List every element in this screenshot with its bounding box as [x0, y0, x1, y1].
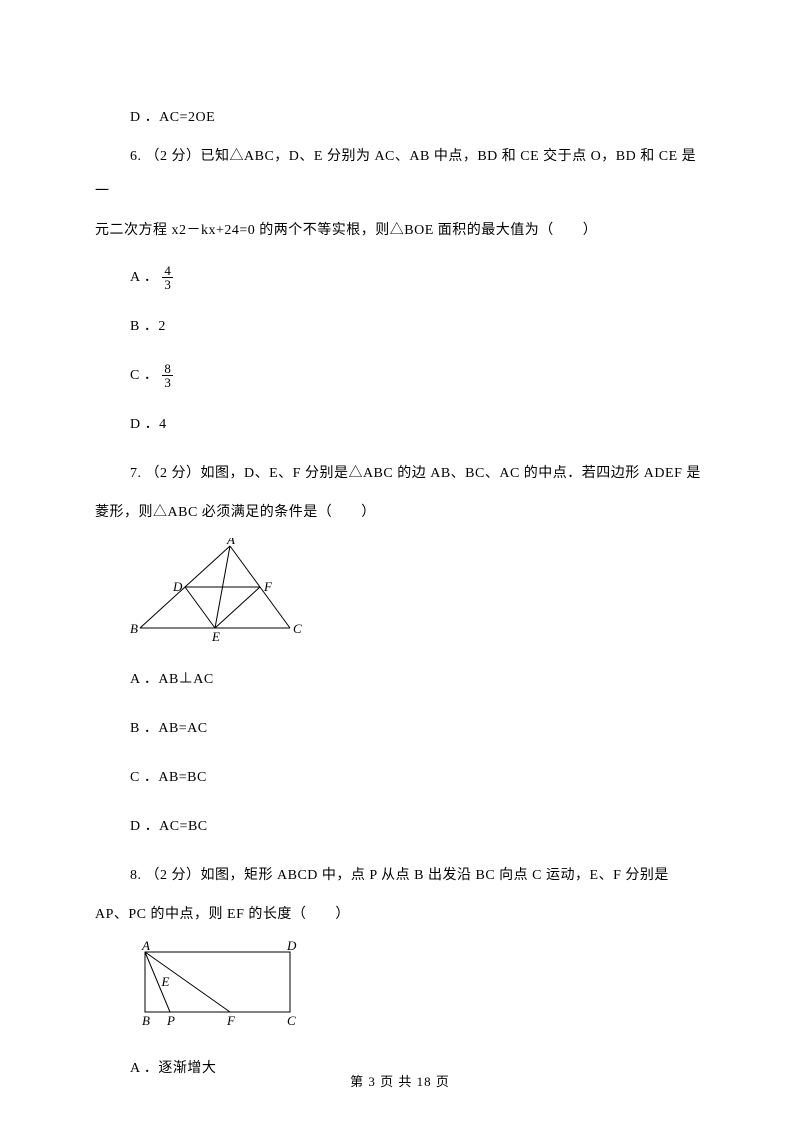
- q7-option-c: C ．AB=BC: [95, 760, 705, 795]
- fraction-den: 3: [162, 278, 173, 291]
- svg-text:C: C: [293, 621, 302, 636]
- fraction-den: 3: [162, 376, 173, 389]
- fraction-num: 8: [162, 362, 173, 376]
- q7-option-d: D ．AC=BC: [95, 809, 705, 844]
- q7-stem-line1: 7. （2 分）如图，D、E、F 分别是△ABC 的边 AB、BC、AC 的中点…: [95, 456, 705, 491]
- q6-stem-line2: 元二次方程 x2－kx+24=0 的两个不等实根，则△BOE 面积的最大值为（ …: [95, 213, 705, 248]
- q6-option-a: A ． 4 3: [130, 260, 705, 295]
- fraction-num: 4: [162, 264, 173, 278]
- svg-text:A: A: [141, 940, 150, 953]
- q6-option-d: D ．4: [95, 407, 705, 442]
- page: D ．AC=2OE 6. （2 分）已知△ABC，D、E 分别为 AC、AB 中…: [0, 0, 800, 1132]
- q6-option-b: B ．2: [95, 309, 705, 344]
- q7-stem-line2: 菱形，则△ABC 必须满足的条件是（ ）: [95, 495, 705, 530]
- q6-stem-line1: 6. （2 分）已知△ABC，D、E 分别为 AC、AB 中点，BD 和 CE …: [95, 139, 705, 209]
- q5-option-d: D ．AC=2OE: [95, 100, 705, 135]
- triangle-svg: A B C D E F: [130, 538, 310, 643]
- svg-text:B: B: [130, 621, 138, 636]
- svg-text:E: E: [211, 629, 220, 643]
- svg-text:F: F: [226, 1013, 236, 1028]
- q7-option-a: A ．AB⊥AC: [95, 662, 705, 697]
- q8-stem-line1: 8. （2 分）如图，矩形 ABCD 中，点 P 从点 B 出发沿 BC 向点 …: [95, 858, 705, 893]
- q6-option-c: C ． 8 3: [130, 358, 705, 393]
- svg-text:A: A: [226, 538, 235, 547]
- svg-text:D: D: [172, 579, 183, 594]
- q7-triangle-diagram: A B C D E F: [130, 538, 705, 648]
- q6-option-c-prefix: C ．: [130, 358, 158, 393]
- rectangle-svg: A D B C P F E: [130, 940, 310, 1032]
- q8-stem-line2: AP、PC 的中点，则 EF 的长度（ ）: [95, 897, 705, 932]
- q8-rectangle-diagram: A D B C P F E: [130, 940, 705, 1037]
- svg-text:B: B: [142, 1013, 150, 1028]
- fraction-4-3: 4 3: [162, 264, 173, 291]
- page-footer: 第 3 页 共 18 页: [0, 1071, 800, 1090]
- svg-text:P: P: [166, 1013, 175, 1028]
- q6-option-a-prefix: A ．: [130, 260, 158, 295]
- svg-text:F: F: [263, 579, 273, 594]
- svg-text:D: D: [286, 940, 297, 953]
- svg-text:E: E: [161, 974, 170, 989]
- fraction-8-3: 8 3: [162, 362, 173, 389]
- q7-option-b: B ．AB=AC: [95, 711, 705, 746]
- svg-text:C: C: [287, 1013, 296, 1028]
